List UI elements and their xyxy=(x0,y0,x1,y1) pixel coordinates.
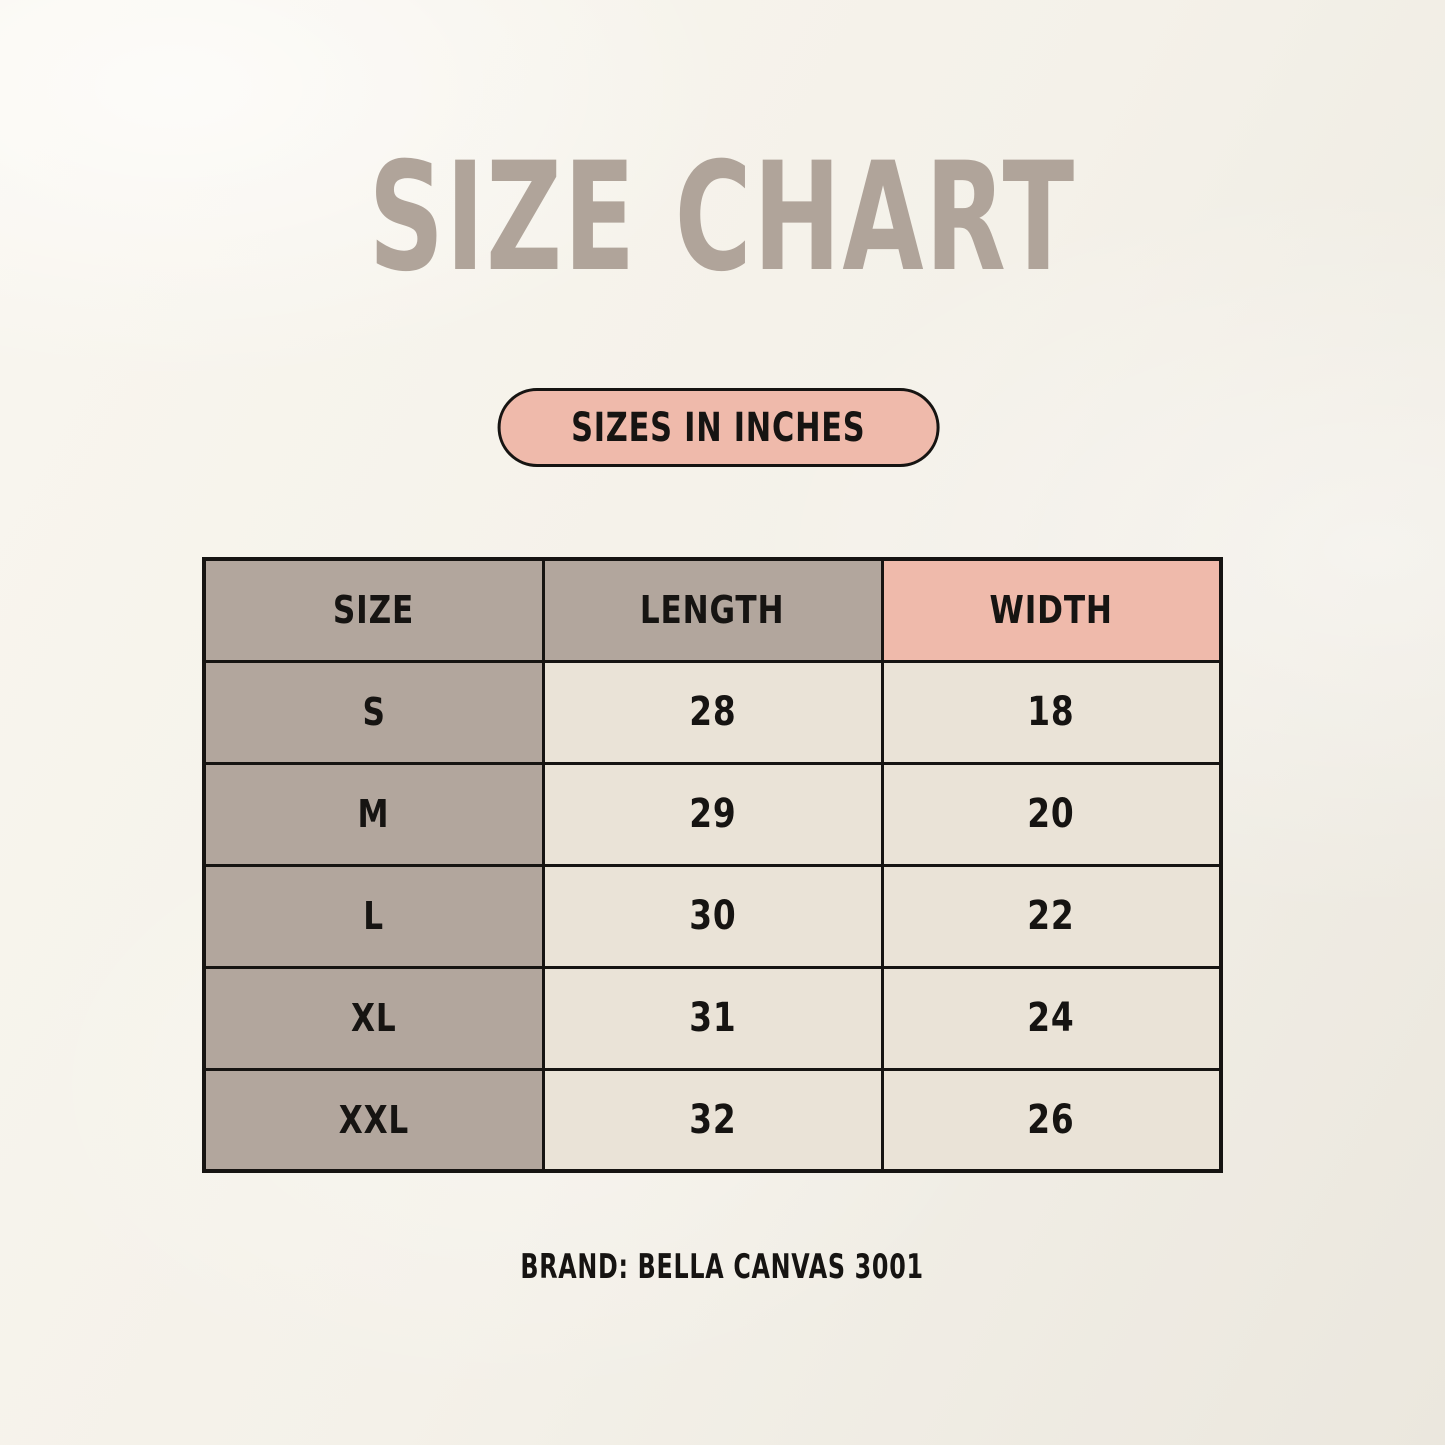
size-cell: M xyxy=(202,761,545,867)
brand-note-text: BRAND: BELLA CANVAS 3001 xyxy=(520,1247,925,1287)
length-value: 31 xyxy=(688,995,737,1041)
width-value: 26 xyxy=(1027,1096,1075,1143)
length-value: 32 xyxy=(688,1096,737,1143)
column-header-length-label: LENGTH xyxy=(640,588,785,633)
width-value: 20 xyxy=(1027,791,1075,837)
size-cell: S xyxy=(202,659,545,765)
page-title: SIZE CHART xyxy=(0,143,1445,293)
table-row-s: S 28 18 xyxy=(202,659,1223,765)
length-cell: 32 xyxy=(541,1067,884,1173)
length-value: 29 xyxy=(688,791,737,837)
size-table: SIZE LENGTH WIDTH S 28 18 M 29 20 L 30 2… xyxy=(202,557,1223,1173)
size-cell: XXL xyxy=(202,1067,545,1173)
size-value: XXL xyxy=(338,1097,409,1142)
width-cell: 20 xyxy=(880,761,1223,867)
length-cell: 28 xyxy=(541,659,884,765)
width-value: 22 xyxy=(1027,893,1075,939)
size-value: M xyxy=(357,792,390,836)
units-badge: SIZES IN INCHES xyxy=(497,388,940,467)
size-value: L xyxy=(363,894,385,938)
column-header-width-label: WIDTH xyxy=(989,588,1113,633)
width-value: 24 xyxy=(1027,995,1075,1041)
width-value: 18 xyxy=(1027,689,1075,735)
size-cell: L xyxy=(202,863,545,969)
brand-note: BRAND: BELLA CANVAS 3001 xyxy=(0,1247,1445,1287)
page-title-text: SIZE CHART xyxy=(368,131,1077,305)
length-value: 28 xyxy=(688,689,737,735)
column-header-size-label: SIZE xyxy=(333,588,415,633)
table-row-xxl: XXL 32 26 xyxy=(202,1067,1223,1173)
column-header-size: SIZE xyxy=(202,557,545,663)
table-header-row: SIZE LENGTH WIDTH xyxy=(202,557,1223,663)
length-value: 30 xyxy=(688,893,737,939)
length-cell: 31 xyxy=(541,965,884,1071)
length-cell: 29 xyxy=(541,761,884,867)
width-cell: 26 xyxy=(880,1067,1223,1173)
column-header-width: WIDTH xyxy=(880,557,1223,663)
table-row-m: M 29 20 xyxy=(202,761,1223,867)
column-header-length: LENGTH xyxy=(541,557,884,663)
width-cell: 24 xyxy=(880,965,1223,1071)
size-value: XL xyxy=(350,996,397,1040)
table-row-xl: XL 31 24 xyxy=(202,965,1223,1071)
size-value: S xyxy=(362,690,386,734)
width-cell: 22 xyxy=(880,863,1223,969)
width-cell: 18 xyxy=(880,659,1223,765)
size-cell: XL xyxy=(202,965,545,1071)
units-badge-label: SIZES IN INCHES xyxy=(570,404,866,451)
table-row-l: L 30 22 xyxy=(202,863,1223,969)
length-cell: 30 xyxy=(541,863,884,969)
